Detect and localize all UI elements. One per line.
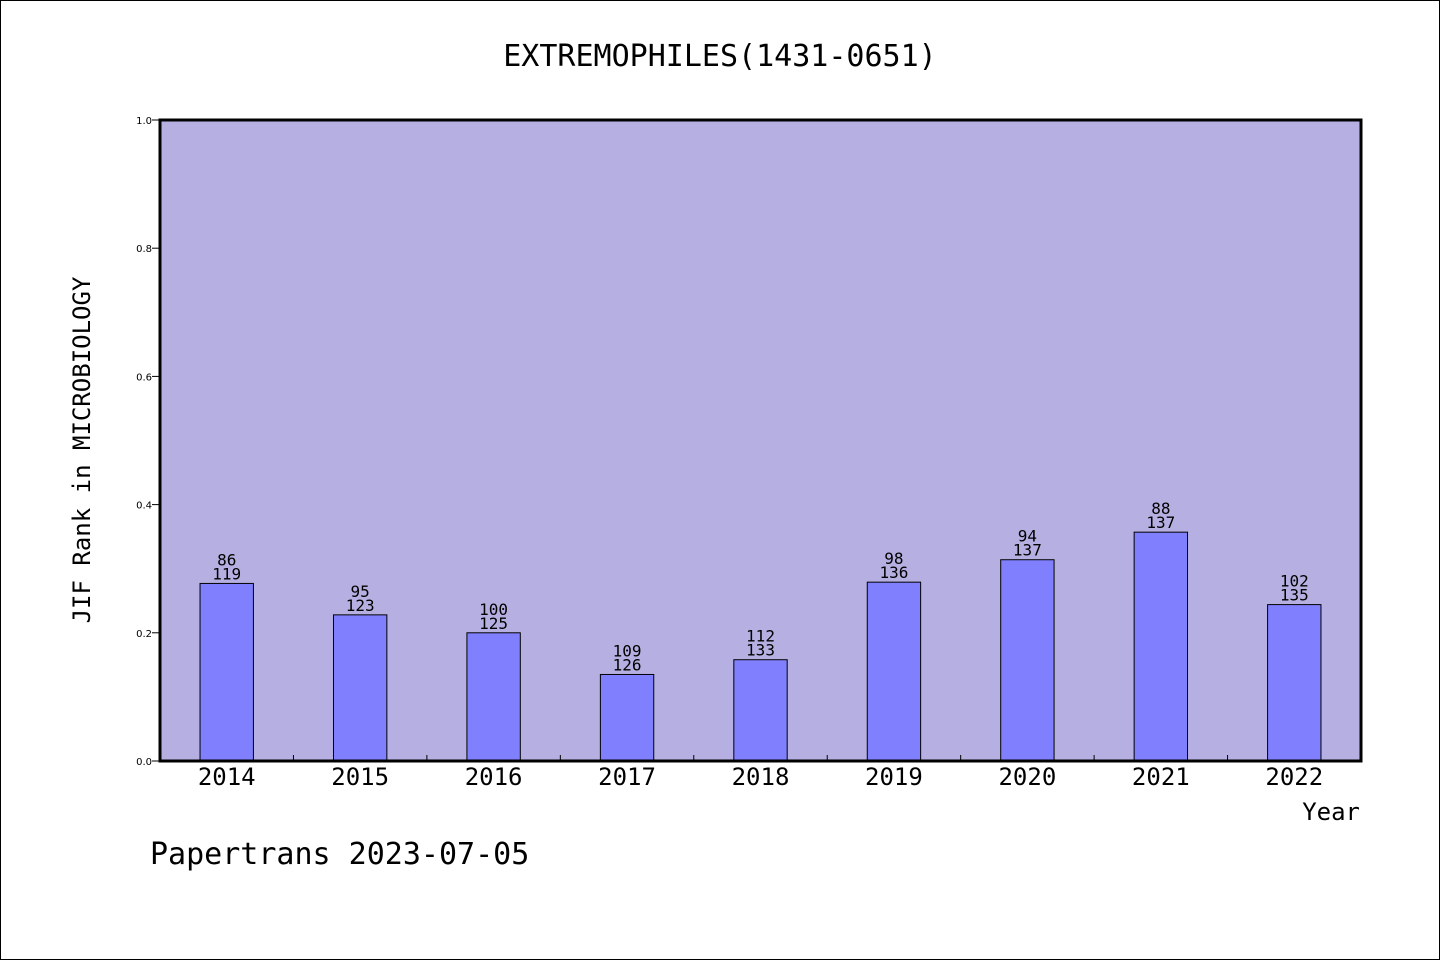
- y-axis-label: JIF Rank in MICROBIOLOGY: [68, 276, 96, 623]
- total-label-2019: 136: [879, 563, 908, 582]
- x-tick-label-2015: 2015: [331, 763, 389, 791]
- y-tick-label: 0.2: [136, 629, 152, 640]
- plot-border: [158, 118, 1363, 763]
- x-tick-label-2021: 2021: [1132, 763, 1190, 791]
- bar-2017: [599, 673, 655, 762]
- bar-2022: [1267, 604, 1322, 762]
- total-label-2020: 137: [1013, 541, 1042, 560]
- y-tick-label: 1.0: [136, 116, 152, 127]
- x-tick-label-2018: 2018: [732, 763, 790, 791]
- y-tick-label: 0.4: [136, 501, 152, 512]
- x-tick-label-2016: 2016: [465, 763, 523, 791]
- rank-label-2014: 86: [217, 550, 236, 569]
- x-tick-label-2022: 2022: [1265, 763, 1323, 791]
- total-label-2018: 133: [746, 641, 775, 660]
- bar-2021: [1133, 531, 1189, 762]
- rank-label-2018: 112: [746, 627, 775, 646]
- rank-label-2020: 94: [1018, 527, 1037, 546]
- x-axis-label: Year: [1302, 798, 1360, 826]
- bar-2019: [866, 581, 922, 762]
- rank-label-2016: 100: [479, 600, 508, 619]
- x-tick-label-2017: 2017: [598, 763, 656, 791]
- y-tick-label: 0.8: [136, 244, 152, 255]
- x-tick-label-2014: 2014: [198, 763, 256, 791]
- x-axis-ticks: 2014 2015 2016 2017 2018 2019 2020 2021 2022: [198, 755, 1323, 791]
- total-label-2016: 125: [479, 614, 508, 633]
- rank-label-2021: 88: [1151, 499, 1170, 518]
- total-label-2015: 123: [346, 596, 375, 615]
- rank-label-2019: 98: [884, 549, 903, 568]
- y-axis-ticks: 0.0 0.2 0.4 0.6 0.8 1.0: [136, 116, 160, 768]
- total-label-2022: 135: [1280, 586, 1309, 605]
- bar-2014: [199, 582, 254, 762]
- bar-2016: [466, 632, 521, 762]
- x-tick-label-2020: 2020: [998, 763, 1056, 791]
- footer-credit: Papertrans 2023-07-05: [150, 837, 529, 872]
- x-tick-label-2019: 2019: [865, 763, 923, 791]
- bar-2020: [1000, 559, 1055, 762]
- rank-label-2017: 109: [613, 641, 642, 660]
- bar-2018: [733, 659, 788, 762]
- rank-label-2022: 102: [1280, 572, 1309, 591]
- total-label-2017: 126: [613, 655, 642, 674]
- chart-title: EXTREMOPHILES(1431-0651): [503, 39, 936, 74]
- bar-2015: [332, 614, 388, 762]
- total-label-2014: 119: [212, 564, 241, 583]
- y-tick-label: 0.6: [136, 372, 152, 383]
- y-tick-label: 0.0: [136, 757, 152, 768]
- rank-label-2015: 95: [351, 582, 370, 601]
- total-label-2021: 137: [1146, 513, 1175, 532]
